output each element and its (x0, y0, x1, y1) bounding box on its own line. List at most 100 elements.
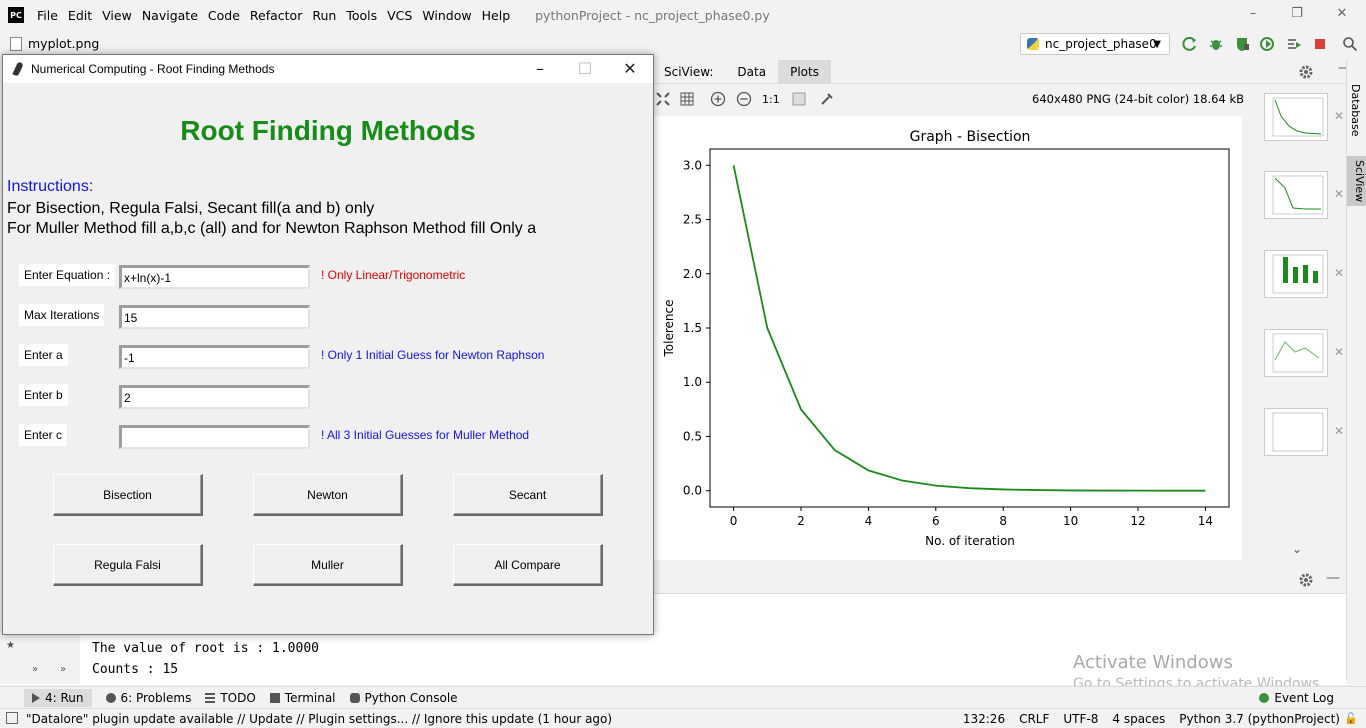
max-iterations-input[interactable]: 15 (119, 305, 310, 329)
tk-minimize-icon[interactable]: – (536, 59, 544, 78)
close-thumbnail-icon[interactable]: ✕ (1334, 345, 1345, 359)
expand-icon[interactable]: » (60, 664, 67, 675)
ide-minimize-icon[interactable]: – (1249, 6, 1257, 21)
all-compare-button[interactable]: All Compare (453, 544, 603, 586)
terminal-icon (269, 692, 280, 703)
grid-icon[interactable] (680, 92, 694, 106)
rerun-icon[interactable] (1182, 36, 1198, 52)
run-config-select[interactable]: nc_project_phase0 ▼ (1020, 33, 1170, 55)
vtab-database[interactable]: Database (1349, 84, 1362, 137)
run-concurrency-icon[interactable] (1286, 36, 1302, 52)
sciview-tabbar: SciView: Data Plots — (652, 59, 1352, 84)
series-group (732, 165, 1206, 492)
toolwindow-python-console[interactable]: Python Console (349, 691, 458, 705)
chevron-down-icon: ▼ (1153, 38, 1161, 50)
plot-thumbnail[interactable] (1264, 250, 1328, 298)
bisection-button[interactable]: Bisection (53, 474, 203, 516)
gear-icon[interactable] (1298, 64, 1314, 80)
menu-navigate[interactable]: Navigate (141, 7, 198, 23)
interpreter[interactable]: Python 3.7 (pythonProject) (1179, 711, 1340, 726)
toolwindow-problems[interactable]: 6: Problems (105, 691, 191, 705)
scroll-down-icon[interactable]: ⌄ (1292, 542, 1303, 556)
indent-setting[interactable]: 4 spaces (1112, 711, 1166, 726)
ide-window-title: pythonProject - nc_project_phase0.py (535, 7, 770, 23)
status-message[interactable]: "Datalore" plugin update available // Up… (26, 711, 613, 726)
tk-close-icon[interactable]: ✕ (623, 59, 637, 78)
menu-vcs[interactable]: VCS (387, 7, 413, 23)
b-label: Enter b (19, 384, 68, 406)
activation-watermark-title: Activate Windows (1073, 652, 1233, 673)
newton-button[interactable]: Newton (253, 474, 403, 516)
toggle-toolwindows-icon[interactable] (6, 712, 18, 724)
menu-window[interactable]: Window (422, 7, 472, 23)
menu-help[interactable]: Help (481, 7, 511, 23)
menu-run[interactable]: Run (312, 7, 337, 23)
plot-thumbnail[interactable] (1264, 171, 1328, 219)
plot-thumbnail[interactable] (1264, 93, 1328, 141)
plot-thumbnail[interactable] (1264, 329, 1328, 377)
python-console-icon (349, 692, 360, 703)
toolwindow-event-log[interactable]: Event Log (1259, 691, 1334, 705)
secant-button[interactable]: Secant (453, 474, 603, 516)
toolwindow-terminal[interactable]: Terminal (269, 691, 336, 705)
favorites-tab-icon[interactable]: ★ (6, 640, 15, 651)
menu-code[interactable]: Code (207, 7, 240, 23)
menu-tools[interactable]: Tools (346, 7, 378, 23)
toolwindow-run[interactable]: 4: Run (24, 688, 92, 707)
fit-icon[interactable] (656, 92, 670, 106)
coverage-icon[interactable] (1234, 36, 1250, 52)
plot-thumbnail[interactable] (1264, 408, 1328, 456)
tool-window-bar: 4: Run 6: Problems TODO Terminal Python … (0, 686, 1366, 708)
b-input[interactable]: 2 (119, 385, 310, 409)
close-thumbnail-icon[interactable]: ✕ (1334, 109, 1345, 123)
image-toolbar: 1:1 640x480 PNG (24-bit color) 18.64 kB (652, 86, 1346, 112)
toolwindow-todo[interactable]: TODO (205, 691, 256, 705)
menu-refactor[interactable]: Refactor (249, 7, 303, 23)
menu-view[interactable]: View (102, 7, 132, 23)
tab-plots[interactable]: Plots (778, 59, 831, 84)
plot-frame (709, 148, 1230, 508)
menu-file[interactable]: File (37, 7, 58, 23)
python-icon (1027, 38, 1039, 50)
x-tick-label: 10 (1063, 514, 1078, 528)
x-tick-label: 14 (1198, 514, 1213, 528)
hide-panel-icon[interactable]: — (1326, 570, 1340, 586)
y-tick-label: 2.5 (683, 213, 702, 227)
profile-icon[interactable] (1260, 36, 1276, 52)
tab-data[interactable]: Data (737, 64, 767, 79)
muller-button[interactable]: Muller (253, 544, 403, 586)
menu-edit[interactable]: Edit (67, 7, 93, 23)
x-tick-label: 0 (730, 514, 738, 528)
background-icon[interactable] (792, 92, 806, 106)
c-input[interactable] (119, 425, 310, 449)
close-thumbnail-icon[interactable]: ✕ (1334, 266, 1345, 280)
close-thumbnail-icon[interactable]: ✕ (1334, 187, 1345, 201)
tk-maximize-icon: ☐ (577, 59, 593, 78)
expand-icon[interactable]: » (32, 664, 39, 675)
gear-icon[interactable] (1298, 572, 1314, 588)
zoom-out-icon[interactable] (736, 91, 752, 107)
caret-position[interactable]: 132:26 (962, 711, 1006, 726)
console-area[interactable] (0, 635, 1346, 685)
search-everywhere-icon[interactable] (1342, 36, 1358, 52)
ide-close-icon[interactable]: ✕ (1336, 6, 1348, 21)
lock-icon[interactable]: 🔓 (1344, 712, 1358, 725)
color-picker-icon[interactable] (820, 92, 834, 106)
x-tick-label: 2 (797, 514, 805, 528)
actual-size-button[interactable]: 1:1 (762, 92, 780, 106)
equation-input[interactable]: x+ln(x)-1 (119, 265, 310, 289)
console-line: Counts : 15 (92, 662, 179, 677)
stop-icon[interactable] (1312, 36, 1328, 52)
ide-restore-icon[interactable]: ❐ (1291, 6, 1303, 21)
editor-tab-myplot[interactable]: myplot.png (10, 36, 99, 51)
file-encoding[interactable]: UTF-8 (1063, 711, 1099, 726)
close-thumbnail-icon[interactable]: ✕ (1334, 424, 1345, 438)
zoom-in-icon[interactable] (710, 91, 726, 107)
debug-icon[interactable] (1208, 36, 1224, 52)
max-iterations-label: Max Iterations (19, 304, 105, 326)
line-separator[interactable]: CRLF (1019, 711, 1050, 726)
a-input[interactable]: -1 (119, 345, 310, 369)
x-tick-label: 6 (932, 514, 940, 528)
vtab-sciview[interactable]: SciView (1347, 156, 1366, 207)
regula-falsi-button[interactable]: Regula Falsi (53, 544, 203, 586)
